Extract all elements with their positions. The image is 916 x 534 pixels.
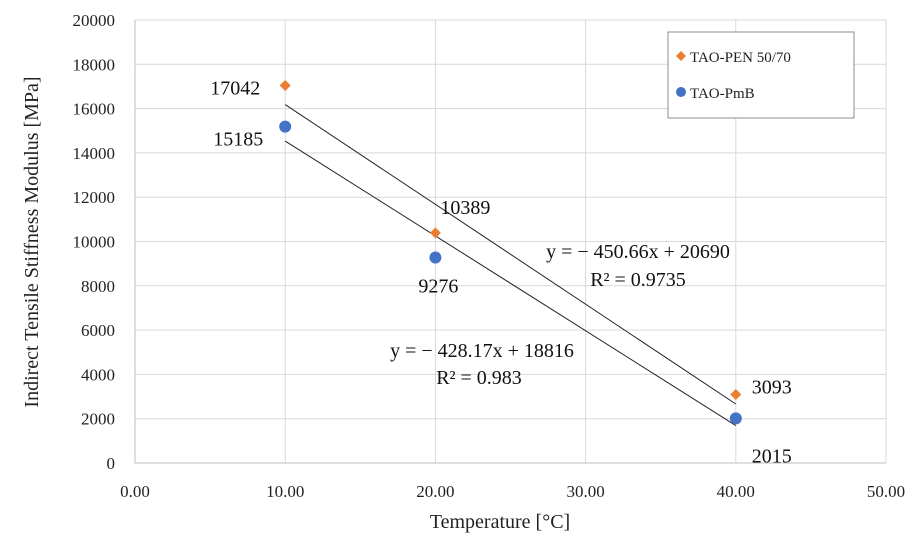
data-label: 9276 (418, 276, 458, 298)
data-label: 17042 (210, 78, 260, 100)
trendline-equation: y = − 450.66x + 20690 (546, 241, 730, 263)
legend-item-pmb: TAO-PmB (676, 86, 755, 102)
legend: TAO-PEN 50/70 TAO-PmB (667, 31, 855, 119)
legend-marker-pmb (676, 87, 686, 97)
labels: 17042 10389 3093 15185 9276 2015 y = − 450.66x… (210, 78, 792, 468)
y-tick-label: 0 (107, 454, 116, 473)
x-axis-title: Temperature [°C] (430, 511, 570, 533)
markers (279, 80, 742, 425)
x-tick-label: 40.00 (717, 482, 755, 501)
y-tick-label: 12000 (73, 188, 116, 207)
x-tick-label: 30.00 (566, 482, 604, 501)
y-tick-label: 10000 (73, 233, 116, 252)
legend-item-pen: TAO-PEN 50/70 (676, 50, 791, 66)
trendline-1 (284, 140, 737, 427)
y-tick-label: 18000 (73, 55, 116, 74)
axes: 0 2000 4000 6000 8000 10000 12000 14000 16000 180… (73, 11, 906, 501)
data-label: 10389 (440, 197, 490, 219)
x-tick-label: 20.00 (416, 482, 454, 501)
data-label: 15185 (213, 129, 263, 151)
data-point-circle (279, 120, 292, 133)
data-point-circle (729, 412, 742, 425)
legend-label-pen: TAO-PEN 50/70 (690, 50, 791, 66)
data-label: 3093 (752, 376, 792, 398)
trendline-0 (284, 104, 737, 405)
legend-marker-pen (676, 51, 686, 61)
y-tick-label: 16000 (73, 100, 116, 119)
legend-box (667, 31, 855, 119)
data-label: 2015 (752, 445, 792, 467)
trendline-equation: y = − 428.17x + 18816 (390, 340, 574, 362)
x-tick-label: 0.00 (120, 482, 150, 501)
trendlines (284, 104, 737, 427)
legend-label-pmb: TAO-PmB (690, 86, 755, 102)
data-point-diamond (429, 227, 441, 239)
y-tick-label: 4000 (81, 365, 115, 384)
y-tick-label: 2000 (81, 410, 115, 429)
y-tick-label: 20000 (73, 11, 116, 30)
y-tick-label: 6000 (81, 321, 115, 340)
y-axis-title: Indirect Tensile Stiffness Modulus [MPa] (21, 76, 43, 407)
trendline-r2: R² = 0.9735 (590, 269, 686, 291)
data-point-diamond (730, 388, 742, 400)
x-tick-label: 50.00 (867, 482, 905, 501)
y-tick-label: 14000 (73, 144, 116, 163)
y-tick-label: 8000 (81, 277, 115, 296)
data-point-diamond (279, 80, 291, 92)
trendline-r2: R² = 0.983 (436, 367, 522, 389)
data-point-circle (429, 251, 442, 264)
x-tick-label: 10.00 (266, 482, 304, 501)
